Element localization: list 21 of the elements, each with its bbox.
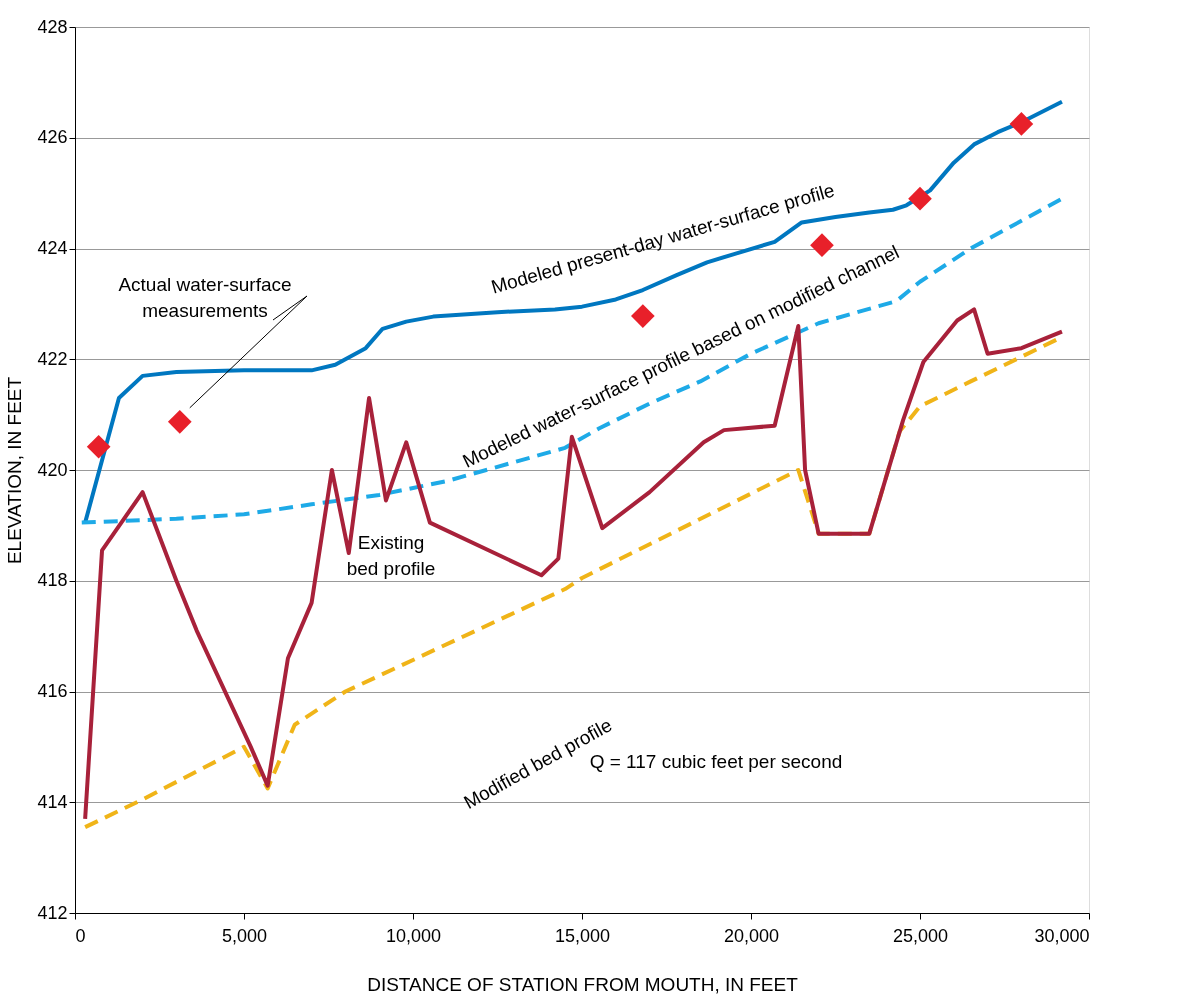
x-tick-label: 15,000 (554, 925, 611, 946)
y-tick-label: 428 (37, 16, 68, 37)
y-tick-label: 414 (37, 791, 68, 812)
annotation: Actual water-surface measurements (118, 274, 292, 321)
x-tick-label: 0 (75, 925, 86, 946)
y-axis-title: ELEVATION, IN FEET (4, 376, 26, 565)
x-tick-label: 25,000 (892, 925, 949, 946)
annotation: Q = 117 cubic feet per second (589, 751, 843, 772)
y-tick-label: 416 (37, 681, 68, 701)
x-axis-title: DISTANCE OF STATION FROM MOUTH, IN FEET (367, 973, 799, 995)
x-tick-label: 10,000 (385, 925, 442, 946)
x-tick-label: 20,000 (723, 925, 780, 946)
annotation: Existing bed profile (346, 532, 436, 579)
y-tick-label: 420 (37, 459, 68, 480)
y-tick-label: 412 (37, 902, 68, 923)
y-tick-label: 424 (37, 238, 68, 258)
y-tick-label: 418 (37, 570, 68, 591)
y-tick-label: 422 (37, 348, 68, 369)
x-tick-label: 5,000 (221, 925, 268, 946)
y-tick-label: 426 (37, 127, 68, 148)
x-tick-label: 30,000 (1034, 925, 1090, 946)
